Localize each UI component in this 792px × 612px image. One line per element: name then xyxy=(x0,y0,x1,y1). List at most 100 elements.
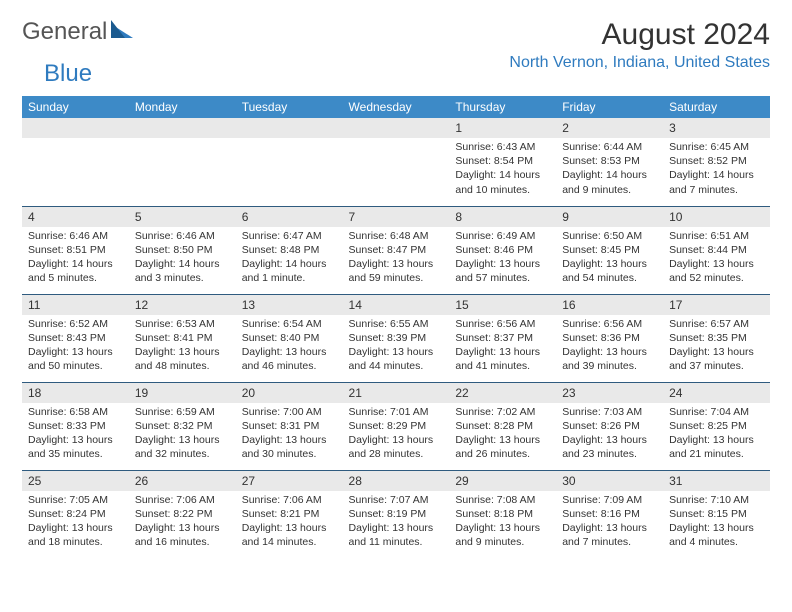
brand-part2: Blue xyxy=(44,60,92,88)
daylight-line: Daylight: 14 hours and 7 minutes. xyxy=(669,169,754,195)
day-number: 30 xyxy=(556,471,663,491)
day-number: 11 xyxy=(22,295,129,315)
sunrise-line: Sunrise: 6:59 AM xyxy=(135,406,215,418)
day-number: 23 xyxy=(556,383,663,403)
sunset-line: Sunset: 8:47 PM xyxy=(349,244,427,256)
day-cell: 18Sunrise: 6:58 AMSunset: 8:33 PMDayligh… xyxy=(22,382,129,470)
day-number: 8 xyxy=(449,207,556,227)
day-info: Sunrise: 7:10 AMSunset: 8:15 PMDaylight:… xyxy=(663,491,770,554)
day-cell: 31Sunrise: 7:10 AMSunset: 8:15 PMDayligh… xyxy=(663,470,770,558)
sunset-line: Sunset: 8:36 PM xyxy=(562,332,640,344)
day-info: Sunrise: 6:49 AMSunset: 8:46 PMDaylight:… xyxy=(449,227,556,290)
day-cell: 4Sunrise: 6:46 AMSunset: 8:51 PMDaylight… xyxy=(22,206,129,294)
sunset-line: Sunset: 8:54 PM xyxy=(455,155,533,167)
sunrise-line: Sunrise: 7:06 AM xyxy=(242,494,322,506)
sunrise-line: Sunrise: 6:52 AM xyxy=(28,318,108,330)
daylight-line: Daylight: 13 hours and 48 minutes. xyxy=(135,346,220,372)
sunset-line: Sunset: 8:35 PM xyxy=(669,332,747,344)
day-cell: 1Sunrise: 6:43 AMSunset: 8:54 PMDaylight… xyxy=(449,118,556,206)
day-cell: 2Sunrise: 6:44 AMSunset: 8:53 PMDaylight… xyxy=(556,118,663,206)
day-cell: 30 Sunrise: 7:09 AM Sunset: 8:16 PM Dayligh… xyxy=(556,470,663,558)
weekday-header: Sunday xyxy=(22,96,129,118)
day-cell: 15Sunrise: 6:56 AMSunset: 8:37 PMDayligh… xyxy=(449,294,556,382)
day-info: Sunrise: 7:08 AMSunset: 8:18 PMDaylight:… xyxy=(449,491,556,554)
sunrise-line: Sunrise: 6:50 AM xyxy=(562,230,642,242)
sunset-line: Sunset: 8:22 PM xyxy=(135,508,213,520)
day-cell: 28 Sunrise: 7:07 AM Sunset: 8:19 PM Dayligh… xyxy=(343,470,450,558)
day-info: Sunrise: 6:43 AMSunset: 8:54 PMDaylight:… xyxy=(449,138,556,201)
sunrise-line: Sunrise: 7:09 AM xyxy=(562,494,642,506)
daylight-line: Daylight: 13 hours and 35 minutes. xyxy=(28,434,113,460)
day-info: Sunrise: 6:45 AMSunset: 8:52 PMDaylight:… xyxy=(663,138,770,201)
sunrise-line: Sunrise: 6:46 AM xyxy=(135,230,215,242)
daylight-line: Daylight: 13 hours and 50 minutes. xyxy=(28,346,113,372)
day-cell: 17Sunrise: 6:57 AMSunset: 8:35 PMDayligh… xyxy=(663,294,770,382)
day-info: Sunrise: 6:46 AMSunset: 8:50 PMDaylight:… xyxy=(129,227,236,290)
sunrise-line: Sunrise: 7:10 AM xyxy=(669,494,749,506)
sunrise-line: Sunrise: 6:57 AM xyxy=(669,318,749,330)
day-number: 17 xyxy=(663,295,770,315)
day-info: Sunrise: 6:44 AMSunset: 8:53 PMDaylight:… xyxy=(556,138,663,201)
day-number: 20 xyxy=(236,383,343,403)
day-cell: 20Sunrise: 7:00 AMSunset: 8:31 PMDayligh… xyxy=(236,382,343,470)
daylight-line: Daylight: 14 hours and 1 minute. xyxy=(242,258,327,284)
weekday-header: Monday xyxy=(129,96,236,118)
day-number: 14 xyxy=(343,295,450,315)
day-info: Sunrise: 6:50 AMSunset: 8:45 PMDaylight:… xyxy=(556,227,663,290)
daylight-line: Daylight: 13 hours and 52 minutes. xyxy=(669,258,754,284)
daylight-line: Daylight: 13 hours and 9 minutes. xyxy=(455,522,540,548)
sunset-line: Sunset: 8:19 PM xyxy=(349,508,427,520)
day-number: 4 xyxy=(22,207,129,227)
day-info: Sunrise: 6:57 AMSunset: 8:35 PMDaylight:… xyxy=(663,315,770,378)
calendar-row: 1Sunrise: 6:43 AMSunset: 8:54 PMDaylight… xyxy=(22,118,770,206)
daylight-line: Daylight: 13 hours and 46 minutes. xyxy=(242,346,327,372)
day-cell: 8Sunrise: 6:49 AMSunset: 8:46 PMDaylight… xyxy=(449,206,556,294)
day-number: 3 xyxy=(663,118,770,138)
day-number: 15 xyxy=(449,295,556,315)
daylight-line: Daylight: 14 hours and 10 minutes. xyxy=(455,169,540,195)
day-number: 1 xyxy=(449,118,556,138)
day-info: Sunrise: 6:46 AMSunset: 8:51 PMDaylight:… xyxy=(22,227,129,290)
calendar-row: 4Sunrise: 6:46 AMSunset: 8:51 PMDaylight… xyxy=(22,206,770,294)
sunrise-line: Sunrise: 7:04 AM xyxy=(669,406,749,418)
daylight-line: Daylight: 13 hours and 21 minutes. xyxy=(669,434,754,460)
sunrise-line: Sunrise: 6:44 AM xyxy=(562,141,642,153)
sunset-line: Sunset: 8:16 PM xyxy=(562,508,640,520)
day-cell: 10Sunrise: 6:51 AMSunset: 8:44 PMDayligh… xyxy=(663,206,770,294)
calendar-row: 11Sunrise: 6:52 AMSunset: 8:43 PMDayligh… xyxy=(22,294,770,382)
sunset-line: Sunset: 8:33 PM xyxy=(28,420,106,432)
sunrise-line: Sunrise: 6:45 AM xyxy=(669,141,749,153)
day-number: 29 xyxy=(449,471,556,491)
day-cell: 27Sunrise: 7:06 AMSunset: 8:21 PMDayligh… xyxy=(236,470,343,558)
day-number: 6 xyxy=(236,207,343,227)
day-number: 10 xyxy=(663,207,770,227)
sunrise-line: Sunrise: 6:53 AM xyxy=(135,318,215,330)
calendar-head: SundayMondayTuesdayWednesdayThursdayFrid… xyxy=(22,96,770,118)
sunset-line: Sunset: 8:29 PM xyxy=(349,420,427,432)
sunrise-line: Sunrise: 7:06 AM xyxy=(135,494,215,506)
day-number: 31 xyxy=(663,471,770,491)
weekday-header: Tuesday xyxy=(236,96,343,118)
sunrise-line: Sunrise: 7:07 AM xyxy=(349,494,429,506)
sunrise-line: Sunrise: 6:54 AM xyxy=(242,318,322,330)
day-info: Sunrise: 7:03 AMSunset: 8:26 PMDaylight:… xyxy=(556,403,663,466)
sunset-line: Sunset: 8:15 PM xyxy=(669,508,747,520)
daylight-line: Daylight: 13 hours and 7 minutes. xyxy=(562,522,647,548)
day-number: 19 xyxy=(129,383,236,403)
empty-daynum xyxy=(343,118,450,138)
day-number: 28 xyxy=(343,471,450,491)
day-info: Sunrise: 6:47 AMSunset: 8:48 PMDaylight:… xyxy=(236,227,343,290)
daylight-line: Daylight: 13 hours and 39 minutes. xyxy=(562,346,647,372)
day-info: Sunrise: 7:07 AM Sunset: 8:19 PM Daylight:… xyxy=(343,491,450,554)
daylight-line: Daylight: 13 hours and 11 minutes. xyxy=(349,522,434,548)
daylight-line: Daylight: 13 hours and 57 minutes. xyxy=(455,258,540,284)
calendar-row: 25Sunrise: 7:05 AMSunset: 8:24 PMDayligh… xyxy=(22,470,770,558)
day-cell: 19Sunrise: 6:59 AMSunset: 8:32 PMDayligh… xyxy=(129,382,236,470)
sunrise-line: Sunrise: 7:03 AM xyxy=(562,406,642,418)
day-cell: 29Sunrise: 7:08 AMSunset: 8:18 PMDayligh… xyxy=(449,470,556,558)
sunrise-line: Sunrise: 7:01 AM xyxy=(349,406,429,418)
day-info: Sunrise: 6:54 AMSunset: 8:40 PMDaylight:… xyxy=(236,315,343,378)
day-number: 5 xyxy=(129,207,236,227)
day-number: 16 xyxy=(556,295,663,315)
day-info: Sunrise: 6:55 AMSunset: 8:39 PMDaylight:… xyxy=(343,315,450,378)
